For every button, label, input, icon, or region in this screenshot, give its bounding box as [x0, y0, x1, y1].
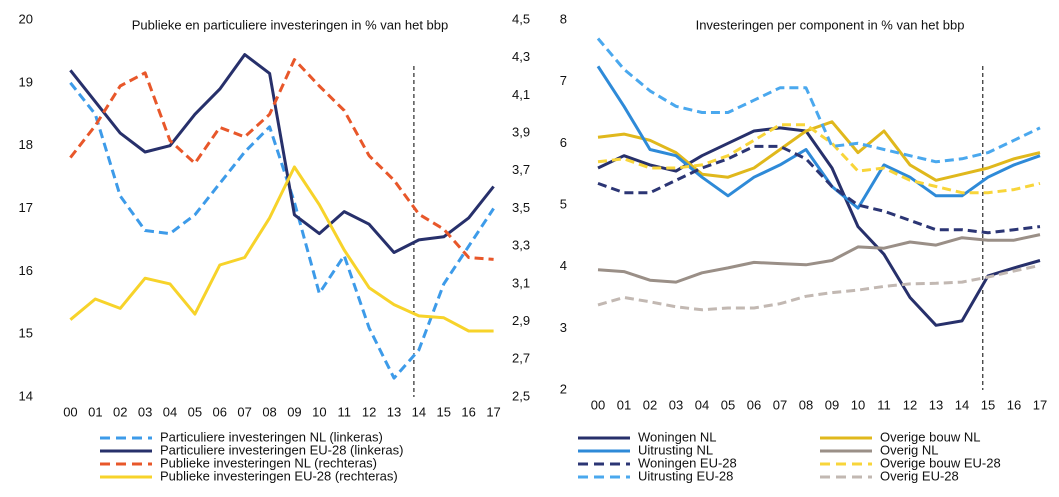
- x-tick-label: 11: [337, 404, 351, 419]
- legend-label: Overig EU-28: [880, 468, 959, 483]
- series-line: [597, 144, 1041, 235]
- series-line: [69, 58, 494, 261]
- y2-tick-label: 3,5: [512, 200, 530, 215]
- x-tick-label: 11: [877, 397, 891, 412]
- y-tick-label: 5: [560, 196, 567, 211]
- series-line: [596, 65, 1041, 210]
- x-tick-label: 17: [486, 404, 500, 419]
- x-tick-label: 17: [1033, 397, 1047, 412]
- x-tick-label: 00: [591, 397, 605, 412]
- legend-label: Uitrusting EU-28: [638, 468, 733, 483]
- x-tick-label: 03: [138, 404, 152, 419]
- y-tick-label: 3: [560, 320, 567, 335]
- y-tick-label: 20: [19, 11, 33, 26]
- x-tick-label: 09: [287, 404, 301, 419]
- chart-title: Publieke en particuliere investeringen i…: [132, 17, 449, 32]
- legend-label: Particuliere investeringen EU-28 (linker…: [160, 442, 404, 457]
- y-tick-label: 6: [560, 135, 567, 150]
- y2-tick-label: 3,9: [512, 125, 530, 140]
- y-tick-label: 14: [19, 388, 33, 403]
- y2-tick-label: 3,3: [512, 238, 530, 253]
- x-tick-label: 15: [981, 397, 995, 412]
- x-tick-label: 14: [955, 397, 969, 412]
- y-tick-label: 17: [19, 200, 33, 215]
- x-tick-label: 02: [643, 397, 657, 412]
- x-tick-label: 04: [163, 404, 177, 419]
- x-tick-label: 05: [721, 397, 735, 412]
- series-line: [69, 53, 495, 254]
- x-tick-label: 05: [188, 404, 202, 419]
- y2-tick-label: 2,7: [512, 351, 530, 366]
- y2-tick-label: 4,5: [512, 11, 530, 26]
- x-tick-label: 04: [695, 397, 709, 412]
- legend-label: Woningen EU-28: [638, 455, 737, 470]
- legend-label: Overige bouw NL: [880, 429, 980, 444]
- x-tick-label: 06: [213, 404, 227, 419]
- y-tick-label: 16: [19, 263, 33, 278]
- legend-label: Publieke investeringen NL (rechteras): [160, 455, 377, 470]
- y2-tick-label: 4,3: [512, 49, 530, 64]
- x-tick-label: 16: [1007, 397, 1021, 412]
- legend-label: Particuliere investeringen NL (linkeras): [160, 429, 383, 444]
- y-tick-label: 2: [560, 381, 567, 396]
- series-line: [596, 37, 1041, 164]
- series-line: [597, 263, 1041, 312]
- legend-label: Uitrusting NL: [638, 442, 713, 457]
- x-tick-label: 10: [851, 397, 865, 412]
- x-tick-label: 10: [312, 404, 326, 419]
- x-tick-label: 01: [88, 404, 102, 419]
- y-tick-label: 19: [19, 74, 33, 89]
- x-tick-label: 09: [825, 397, 839, 412]
- x-tick-label: 01: [617, 397, 631, 412]
- x-tick-label: 07: [773, 397, 787, 412]
- series-line: [597, 126, 1041, 327]
- y2-tick-label: 2,5: [512, 388, 530, 403]
- x-tick-label: 06: [747, 397, 761, 412]
- y2-tick-label: 3,7: [512, 162, 530, 177]
- x-tick-label: 16: [461, 404, 475, 419]
- y2-tick-label: 2,9: [512, 313, 530, 328]
- y-tick-label: 8: [560, 11, 567, 26]
- x-tick-label: 07: [237, 404, 251, 419]
- y-tick-label: 18: [19, 137, 33, 152]
- x-tick-label: 02: [113, 404, 127, 419]
- x-tick-label: 12: [903, 397, 917, 412]
- y2-tick-label: 3,1: [512, 275, 530, 290]
- x-tick-label: 13: [929, 397, 943, 412]
- series-line: [597, 233, 1041, 284]
- y-tick-label: 4: [560, 258, 567, 273]
- x-tick-label: 13: [387, 404, 401, 419]
- x-tick-label: 12: [362, 404, 376, 419]
- series-line: [69, 165, 494, 333]
- y-tick-label: 15: [19, 326, 33, 341]
- legend-label: Overige bouw EU-28: [880, 455, 1001, 470]
- chart-title: Investeringen per component in % van het…: [696, 17, 965, 32]
- y2-tick-label: 4,1: [512, 87, 530, 102]
- x-tick-label: 08: [799, 397, 813, 412]
- x-tick-label: 08: [262, 404, 276, 419]
- x-tick-label: 03: [669, 397, 683, 412]
- series-line: [597, 120, 1041, 182]
- x-tick-label: 00: [63, 404, 77, 419]
- series-line: [597, 123, 1041, 195]
- legend-label: Woningen NL: [638, 429, 717, 444]
- x-tick-label: 15: [437, 404, 451, 419]
- series-line: [69, 81, 495, 380]
- y-tick-label: 7: [560, 73, 567, 88]
- legend-label: Overig NL: [880, 442, 939, 457]
- legend-label: Publieke investeringen EU-28 (rechteras): [160, 468, 398, 483]
- x-tick-label: 14: [412, 404, 426, 419]
